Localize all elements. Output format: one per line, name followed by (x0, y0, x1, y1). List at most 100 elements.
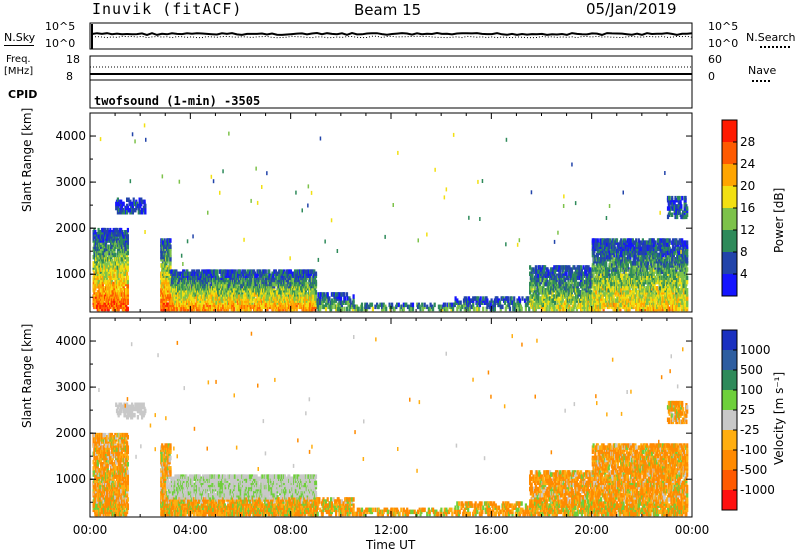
power-cell (321, 292, 324, 297)
power-cell (534, 265, 537, 270)
power-cell (489, 306, 492, 312)
power-cell (476, 302, 479, 308)
power-cell (262, 304, 265, 310)
power-cell (171, 296, 174, 301)
power-cell (231, 269, 234, 274)
power-cell (323, 292, 326, 297)
power-cell (231, 296, 234, 301)
power-cell (112, 252, 115, 258)
cpid-label: CPID (8, 88, 38, 101)
date-title: 05/Jan/2019 (586, 0, 677, 18)
power-cell (513, 300, 516, 305)
power-cell (260, 294, 263, 299)
power-cell (246, 269, 249, 274)
power-cell (197, 300, 201, 305)
power-cell (564, 271, 568, 276)
power-cell (188, 302, 191, 308)
power-cell (343, 306, 346, 312)
power-cell (429, 302, 432, 308)
power-cell (605, 261, 608, 266)
power-cell (126, 234, 129, 239)
power-cell (106, 257, 109, 262)
power-cell (314, 279, 318, 285)
power-cell (340, 292, 343, 297)
power-cell (479, 296, 482, 301)
power-cell (456, 298, 459, 303)
power-cell (592, 273, 595, 278)
power-cell (336, 306, 339, 312)
power-cell (454, 300, 457, 305)
power-cell (110, 259, 114, 264)
power-cell (513, 296, 516, 301)
freq-label: Freq. (6, 54, 31, 65)
power-cell (222, 281, 225, 287)
power-cell (371, 306, 374, 312)
power-cell (324, 306, 328, 312)
power-cell (410, 302, 413, 308)
power-cell (116, 197, 119, 202)
power-cell (137, 210, 140, 215)
power-cell (225, 269, 228, 274)
power-cell (214, 269, 217, 274)
power-cell (405, 302, 408, 308)
power-cell (331, 304, 334, 310)
power-cell (121, 207, 124, 213)
power-cell (503, 300, 507, 305)
power-cell (126, 250, 129, 256)
power-cell (169, 244, 172, 249)
power-cell (220, 279, 223, 285)
power-cell (289, 269, 292, 274)
power-cell (421, 302, 424, 308)
power-cell (349, 298, 352, 303)
power-cell (102, 238, 105, 243)
power-cell (317, 306, 320, 312)
power-cell (144, 207, 147, 213)
power-cell (253, 292, 257, 297)
power-cell (223, 288, 226, 293)
power-cell (340, 306, 343, 312)
power-cell (263, 296, 266, 301)
power-cell (177, 271, 180, 276)
power-cell (120, 210, 123, 215)
power-cell (233, 269, 236, 274)
power-cell (423, 302, 426, 308)
power-cell (178, 286, 181, 291)
power-cell (360, 302, 364, 308)
power-cell (267, 300, 270, 305)
power-cell (402, 302, 405, 308)
power-cell (478, 306, 481, 312)
nsky-frame (89, 22, 693, 50)
power-cell (595, 290, 598, 295)
power-cell (259, 271, 262, 276)
power-cell (346, 296, 349, 301)
power-cell (250, 269, 253, 274)
power-cell (472, 296, 475, 301)
power-cell (216, 269, 219, 274)
power-cell (242, 269, 245, 274)
power-cell (169, 252, 172, 258)
power-cell (487, 302, 490, 308)
power-cell (300, 286, 303, 291)
power-cell (167, 275, 170, 281)
power-cell (279, 269, 282, 274)
power-cell (528, 306, 531, 312)
power-cell (335, 292, 338, 297)
power-cell (419, 306, 422, 312)
power-cell (309, 302, 312, 308)
power-cell (472, 306, 476, 312)
power-cell (508, 306, 512, 312)
power-cell (203, 273, 206, 278)
nsearch-top-tick: 10^5 (708, 20, 739, 33)
power-cell (410, 306, 413, 312)
cpid-frame (89, 79, 693, 109)
power-cell (317, 292, 320, 297)
nsearch-bottom-tick: 10^0 (708, 37, 739, 50)
power-cell (112, 227, 115, 233)
power-cell (493, 302, 496, 308)
power-cell (278, 275, 281, 281)
power-cell (333, 298, 336, 303)
power-cell (169, 294, 172, 299)
nsky-underline (4, 45, 34, 46)
power-cell (476, 306, 479, 312)
